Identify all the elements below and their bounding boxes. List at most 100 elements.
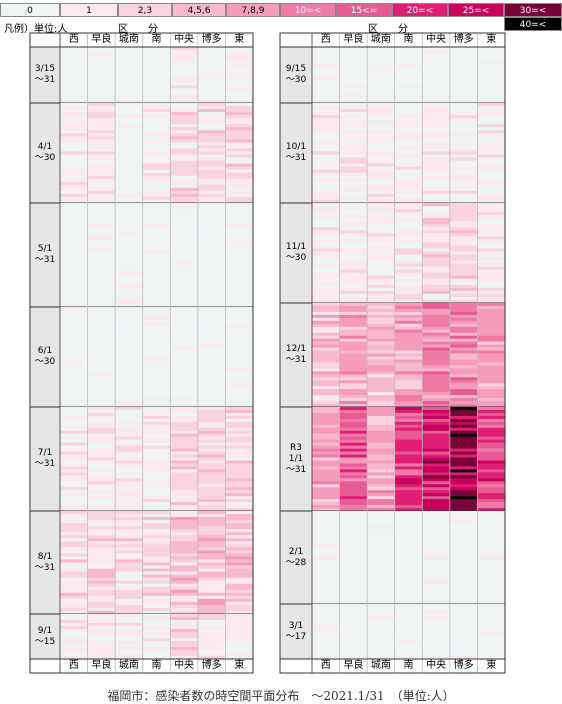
heatmap-cell	[477, 404, 506, 408]
heatmap-cell	[142, 343, 171, 347]
heatmap-cell	[115, 415, 144, 420]
heatmap-cell	[115, 454, 144, 458]
heatmap-cell	[449, 457, 478, 461]
month-label: 2/1 ～28	[280, 547, 312, 569]
heatmap-cell	[394, 389, 423, 393]
heatmap-cell	[312, 622, 340, 626]
heatmap-cell	[60, 361, 88, 365]
heatmap-cell	[449, 559, 478, 563]
heatmap-cell	[60, 178, 88, 183]
heatmap-cell	[394, 613, 423, 617]
heatmap-cell	[87, 49, 116, 54]
heatmap-cell	[422, 181, 451, 186]
heatmap-cell	[422, 190, 451, 195]
heatmap-cell	[225, 541, 254, 545]
heatmap-cell	[225, 217, 254, 222]
heatmap-cell	[60, 493, 88, 497]
heatmap-cell	[422, 151, 451, 155]
heatmap-cell	[60, 595, 88, 600]
heatmap-cell	[367, 550, 396, 554]
heatmap-cell	[170, 499, 199, 503]
heatmap-cell	[142, 382, 171, 387]
heatmap-cell	[394, 625, 423, 629]
heatmap-cell	[449, 427, 478, 432]
heatmap-cell	[60, 274, 88, 278]
heatmap-cell	[142, 466, 171, 470]
heatmap-cell	[60, 49, 88, 54]
heatmap-cell	[197, 595, 226, 600]
legend-unit-label: 凡例）単位:人	[4, 24, 68, 35]
heatmap-cell	[477, 187, 506, 192]
legend: 0 1 2,3 4,5,6 7,8,9 10=< 15<= 20=< 25=< 30=< 40=<	[0, 0, 562, 34]
heatmap-cell	[422, 529, 451, 533]
heatmap-cell	[312, 451, 340, 455]
heatmap-cell	[339, 454, 368, 458]
heatmap-cell	[422, 112, 451, 116]
heatmap-cell	[87, 283, 116, 287]
heatmap-cell	[312, 64, 340, 68]
heatmap-cell	[339, 61, 368, 65]
heatmap-cell	[477, 583, 506, 587]
heatmap-cell	[197, 352, 226, 356]
heatmap-cell	[142, 391, 171, 396]
heatmap-cell	[449, 230, 478, 234]
heatmap-cell	[312, 610, 340, 614]
heatmap-cell	[394, 118, 423, 122]
heatmap-cell	[367, 130, 396, 134]
heatmap-cell	[449, 401, 478, 405]
heatmap-cell	[394, 365, 423, 369]
heatmap-cell	[339, 326, 368, 331]
heatmap-cell	[422, 613, 451, 617]
heatmap-cell	[422, 547, 451, 551]
heatmap-cell	[197, 412, 226, 417]
heatmap-cell	[394, 260, 423, 264]
heatmap-cell	[367, 187, 396, 192]
heatmap-cell	[312, 52, 340, 57]
month-label-line: ～31	[285, 153, 307, 163]
heatmap-cell	[477, 269, 506, 273]
heatmap-cell	[142, 307, 171, 311]
heatmap-cell	[142, 61, 171, 65]
heatmap-cell	[60, 457, 88, 461]
heatmap-cell	[477, 299, 506, 304]
heatmap-cell	[115, 265, 144, 269]
heatmap-cell	[449, 136, 478, 140]
heatmap-cell	[422, 287, 451, 292]
heatmap-cell	[367, 595, 396, 599]
heatmap-cell	[477, 640, 506, 645]
heatmap-cell	[339, 70, 368, 74]
heatmap-cell	[449, 142, 478, 146]
heatmap-cell	[115, 61, 144, 65]
heatmap-cell	[449, 287, 478, 292]
heatmap-cell	[87, 304, 116, 308]
heatmap-cell	[422, 332, 451, 336]
heatmap-cell	[339, 248, 368, 252]
heatmap-cell	[339, 595, 368, 599]
heatmap-cell	[312, 151, 340, 155]
heatmap-cell	[394, 502, 423, 506]
heatmap-cell	[422, 88, 451, 92]
heatmap-cell	[170, 586, 199, 591]
heatmap-cell	[312, 499, 340, 503]
heatmap-cell	[170, 151, 199, 155]
heatmap-cell	[170, 286, 199, 290]
heatmap-cell	[197, 193, 226, 198]
heatmap-cell	[394, 535, 423, 539]
heatmap-cell	[477, 547, 506, 551]
heatmap-cell	[339, 392, 368, 396]
heatmap-cell	[339, 415, 368, 420]
heatmap-cell	[477, 206, 506, 210]
heatmap-cell	[312, 517, 340, 521]
heatmap-cell	[225, 307, 254, 311]
heatmap-cell	[60, 427, 88, 432]
heatmap-cell	[142, 304, 171, 308]
heatmap-cell	[115, 526, 144, 530]
heatmap-cell	[170, 604, 199, 609]
heatmap-cell	[422, 496, 451, 500]
heatmap-cell	[339, 496, 368, 500]
heatmap-cell	[60, 307, 88, 311]
heatmap-cell	[197, 568, 226, 572]
heatmap-cell	[142, 617, 171, 621]
heatmap-cell	[339, 451, 368, 455]
heatmap-cell	[422, 76, 451, 80]
